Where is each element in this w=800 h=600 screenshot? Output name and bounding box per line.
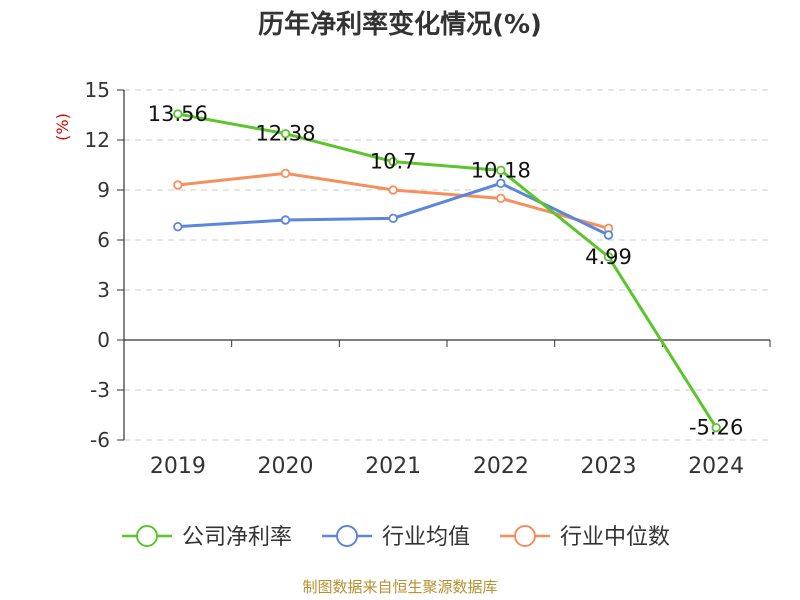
data-label: -5.26 bbox=[689, 416, 743, 440]
x-tick-labels: 2019 2020 2021 2022 2023 2024 bbox=[150, 454, 744, 479]
y-tick-label: 12 bbox=[85, 128, 110, 152]
legend-label: 公司净利率 bbox=[182, 525, 292, 550]
legend-marker bbox=[514, 525, 536, 547]
data-label: 13.56 bbox=[148, 102, 208, 126]
data-labels: 13.56 12.38 10.7 10.18 4.99 -5.26 bbox=[148, 102, 744, 440]
data-point bbox=[388, 156, 398, 167]
legend-item-行业均值[interactable]: 行业均值 bbox=[322, 525, 470, 550]
data-point bbox=[496, 193, 506, 204]
legend-marker bbox=[336, 525, 358, 547]
x-tick-label: 2020 bbox=[258, 454, 314, 479]
legend[interactable]: 公司净利率 行业均值 行业中位数 bbox=[122, 525, 670, 550]
data-point bbox=[711, 422, 721, 433]
data-label: 12.38 bbox=[255, 122, 315, 146]
y-tick-label: 9 bbox=[97, 178, 110, 202]
data-point bbox=[388, 213, 398, 224]
legend-label: 行业中位数 bbox=[560, 525, 670, 550]
y-tick-label: 6 bbox=[97, 228, 110, 252]
y-tick-label: -3 bbox=[90, 378, 110, 402]
data-point bbox=[388, 185, 398, 195]
axes bbox=[117, 89, 771, 441]
data-point bbox=[280, 215, 291, 225]
x-tick-label: 2022 bbox=[473, 454, 529, 479]
source-note: 制图数据来自恒生聚源数据库 bbox=[302, 578, 497, 596]
x-tick-label: 2019 bbox=[150, 454, 206, 479]
chart-title: 历年净利率变化情况(%) bbox=[258, 9, 542, 40]
x-tick-label: 2023 bbox=[581, 454, 637, 479]
legend-marker bbox=[136, 525, 158, 547]
data-label: 10.18 bbox=[471, 158, 531, 182]
y-axis-unit-label: (%) bbox=[53, 113, 72, 141]
legend-item-行业中位数[interactable]: 行业中位数 bbox=[500, 525, 670, 550]
data-label: 4.99 bbox=[585, 245, 632, 269]
data-point bbox=[603, 230, 614, 240]
y-tick-label: 0 bbox=[97, 328, 110, 352]
data-point bbox=[173, 180, 183, 190]
series-行业中位数 bbox=[173, 168, 614, 234]
data-point bbox=[496, 178, 506, 189]
legend-item-公司净利率[interactable]: 公司净利率 bbox=[122, 525, 292, 550]
y-tick-labels: 15 12 9 6 3 0 -3 -6 bbox=[85, 78, 110, 452]
x-tick-label: 2021 bbox=[365, 454, 421, 479]
data-point bbox=[173, 109, 183, 119]
data-point bbox=[603, 252, 614, 262]
y-tick-label: 3 bbox=[97, 278, 110, 302]
data-label: 10.7 bbox=[370, 150, 417, 174]
x-tick-label: 2024 bbox=[688, 454, 744, 479]
legend-label: 行业均值 bbox=[382, 525, 470, 550]
data-point bbox=[173, 221, 183, 232]
series-layer bbox=[173, 109, 721, 433]
data-point bbox=[280, 128, 291, 139]
series-公司净利率 bbox=[173, 109, 721, 433]
y-tick-label: -6 bbox=[90, 428, 110, 452]
data-point bbox=[496, 165, 506, 176]
series-line bbox=[176, 112, 718, 430]
y-tick-label: 15 bbox=[85, 78, 110, 102]
grid-lines bbox=[124, 89, 770, 441]
data-point bbox=[280, 168, 291, 179]
